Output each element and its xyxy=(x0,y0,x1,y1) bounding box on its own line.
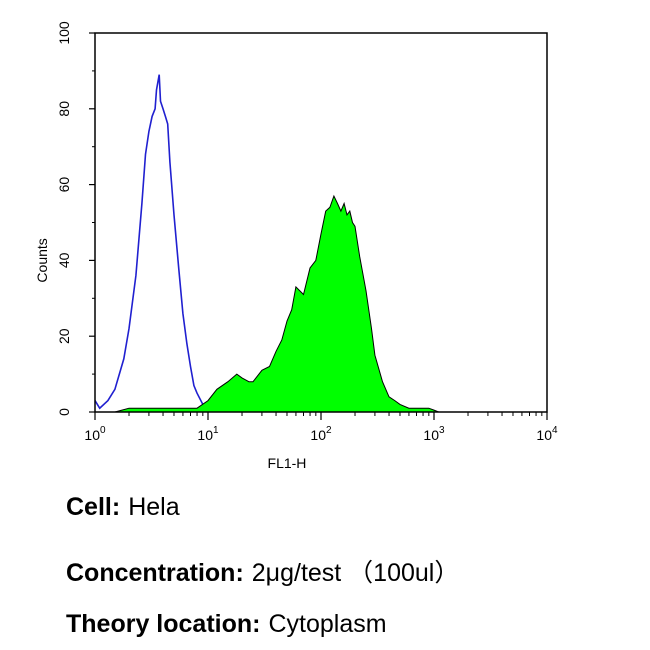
x-tick-exponent: 2 xyxy=(326,425,332,436)
concentration-label: Concentration: xyxy=(66,559,244,587)
histogram-chart: 0 20 40 60 80 100 100 101 102 103 104 FL1-H Counts xyxy=(34,21,558,471)
y-axis-label: Counts xyxy=(34,238,50,282)
cell-info: Cell: Hela xyxy=(66,493,180,522)
x-tick-label: 101 xyxy=(197,425,219,443)
x-tick-label: 104 xyxy=(536,425,558,443)
series-1-area xyxy=(95,196,447,412)
x-axis-label: FL1-H xyxy=(268,455,307,471)
histogram-layer xyxy=(94,74,447,413)
x-tick-base: 10 xyxy=(197,427,213,443)
concentration-info: Concentration: 2μg/test （100ul） xyxy=(66,553,459,589)
theory-location-value: Cytoplasm xyxy=(268,610,387,638)
x-tick-exponent: 3 xyxy=(439,425,445,436)
y-tick-label: 60 xyxy=(56,177,72,193)
y-tick-label: 100 xyxy=(56,21,72,45)
x-tick-base: 10 xyxy=(310,427,326,443)
x-tick-label: 100 xyxy=(84,425,106,443)
y-tick-label: 20 xyxy=(56,328,72,344)
x-tick-exponent: 0 xyxy=(100,425,106,436)
cell-value: Hela xyxy=(128,493,180,521)
series-0-line xyxy=(94,74,209,410)
y-tick-label: 80 xyxy=(56,101,72,117)
x-tick-exponent: 4 xyxy=(552,425,558,436)
theory-location-label: Theory location: xyxy=(66,610,261,638)
x-tick-base: 10 xyxy=(84,427,100,443)
y-tick-label: 40 xyxy=(56,252,72,268)
series-1-outline xyxy=(95,194,447,413)
x-tick-exponent: 1 xyxy=(213,425,219,436)
cell-label: Cell: xyxy=(66,493,121,521)
x-tick-base: 10 xyxy=(536,427,552,443)
x-tick-label: 102 xyxy=(310,425,332,443)
theory-location-info: Theory location: Cytoplasm xyxy=(66,610,387,639)
concentration-value: 2μg/test （100ul） xyxy=(251,559,460,587)
y-tick-label: 0 xyxy=(56,408,72,416)
x-tick-label: 103 xyxy=(423,425,445,443)
x-tick-base: 10 xyxy=(423,427,439,443)
